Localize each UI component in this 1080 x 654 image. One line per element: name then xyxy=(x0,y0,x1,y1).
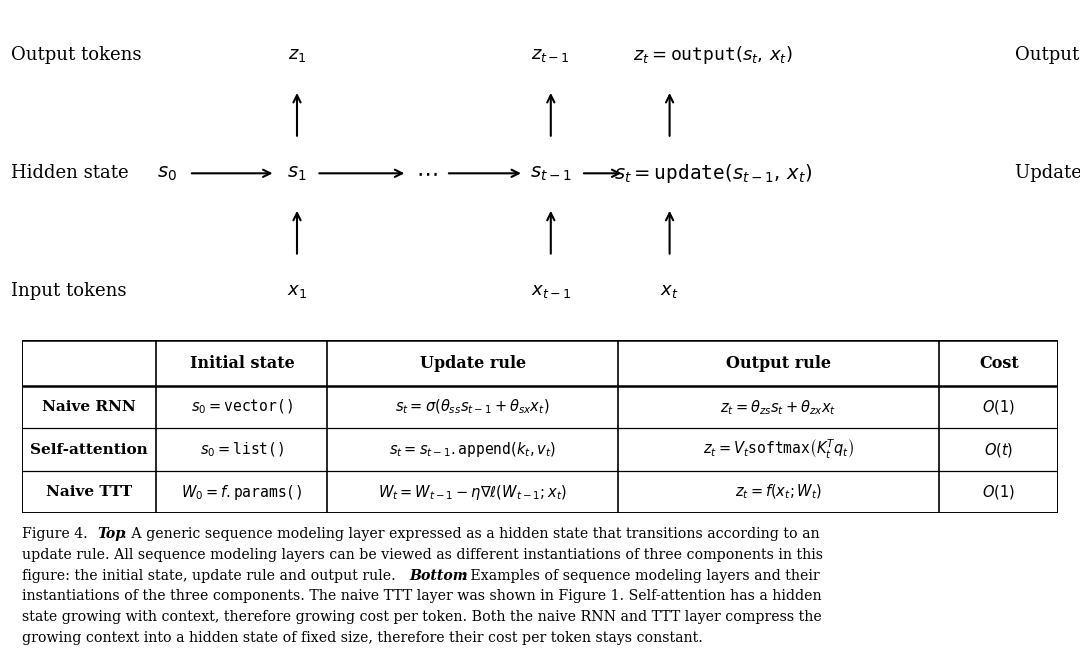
Text: $s_0$: $s_0$ xyxy=(158,164,177,183)
Text: $W_0 = f.\mathtt{params()}$: $W_0 = f.\mathtt{params()}$ xyxy=(181,483,302,502)
Text: $\cdots$: $\cdots$ xyxy=(416,164,437,183)
Text: $x_t$: $x_t$ xyxy=(660,282,679,300)
Text: $s_t = \mathtt{update}(s_{t-1},\, x_t)$: $s_t = \mathtt{update}(s_{t-1},\, x_t)$ xyxy=(613,162,812,185)
Text: Input tokens: Input tokens xyxy=(11,282,126,300)
Text: $s_t = s_{t-1}.\mathtt{append}(k_t, v_t)$: $s_t = s_{t-1}.\mathtt{append}(k_t, v_t)… xyxy=(389,440,556,459)
Text: $x_1$: $x_1$ xyxy=(287,282,307,300)
Text: $z_t = \mathtt{output}(s_t,\, x_t)$: $z_t = \mathtt{output}(s_t,\, x_t)$ xyxy=(633,44,793,67)
Text: $x_{t-1}$: $x_{t-1}$ xyxy=(530,282,571,300)
Text: $O(1)$: $O(1)$ xyxy=(983,398,1015,416)
Text: Top: Top xyxy=(97,526,125,541)
Text: Output tokens: Output tokens xyxy=(11,46,141,65)
Text: update rule. All sequence modeling layers can be viewed as different instantiati: update rule. All sequence modeling layer… xyxy=(22,547,823,562)
Text: Output rule: Output rule xyxy=(726,354,831,371)
Text: Bottom: Bottom xyxy=(409,568,468,583)
Text: $z_t = f(x_t; W_t)$: $z_t = f(x_t; W_t)$ xyxy=(734,483,822,502)
Text: $s_t = \sigma(\theta_{ss}s_{t-1} + \theta_{sx}x_t)$: $s_t = \sigma(\theta_{ss}s_{t-1} + \thet… xyxy=(395,398,550,417)
Text: $s_0 = \mathtt{list()}$: $s_0 = \mathtt{list()}$ xyxy=(200,441,284,459)
Text: Naive RNN: Naive RNN xyxy=(42,400,136,414)
Text: $s_1$: $s_1$ xyxy=(287,164,307,183)
Text: $W_t = W_{t-1} - \eta\nabla\ell(W_{t-1}; x_t)$: $W_t = W_{t-1} - \eta\nabla\ell(W_{t-1};… xyxy=(378,483,567,502)
Text: Figure 4.: Figure 4. xyxy=(22,526,91,541)
Text: figure: the initial state, update rule and output rule.: figure: the initial state, update rule a… xyxy=(22,568,399,583)
Text: $s_0 = \mathtt{vector()}$: $s_0 = \mathtt{vector()}$ xyxy=(191,398,293,417)
Text: Self-attention: Self-attention xyxy=(30,443,148,456)
Text: $z_t = V_t\mathtt{softmax}\left(K_t^T q_t\right)$: $z_t = V_t\mathtt{softmax}\left(K_t^T q_… xyxy=(703,438,854,461)
Text: $O(1)$: $O(1)$ xyxy=(983,483,1015,501)
Text: Cost: Cost xyxy=(978,354,1018,371)
Text: $s_{t-1}$: $s_{t-1}$ xyxy=(530,164,571,183)
Text: Hidden state: Hidden state xyxy=(11,164,129,182)
Text: state growing with context, therefore growing cost per token. Both the naive RNN: state growing with context, therefore gr… xyxy=(22,610,822,625)
Text: $O(t)$: $O(t)$ xyxy=(984,441,1013,458)
Text: Output rule: Output rule xyxy=(1015,46,1080,65)
Text: growing context into a hidden state of fixed size, therefore their cost per toke: growing context into a hidden state of f… xyxy=(22,631,702,645)
Text: : A generic sequence modeling layer expressed as a hidden state that transitions: : A generic sequence modeling layer expr… xyxy=(122,526,820,541)
Text: : Examples of sequence modeling layers and their: : Examples of sequence modeling layers a… xyxy=(461,568,820,583)
Text: $z_{t-1}$: $z_{t-1}$ xyxy=(531,46,570,65)
Text: Initial state: Initial state xyxy=(190,354,294,371)
Text: $z_1$: $z_1$ xyxy=(287,46,307,65)
Text: Update rule: Update rule xyxy=(1015,164,1080,182)
Text: Update rule: Update rule xyxy=(419,354,526,371)
Text: instantiations of the three components. The naive TTT layer was shown in Figure : instantiations of the three components. … xyxy=(22,589,821,604)
Text: Naive TTT: Naive TTT xyxy=(46,485,132,499)
Text: $z_t = \theta_{zs}s_t + \theta_{zx}x_t$: $z_t = \theta_{zs}s_t + \theta_{zx}x_t$ xyxy=(720,398,837,417)
